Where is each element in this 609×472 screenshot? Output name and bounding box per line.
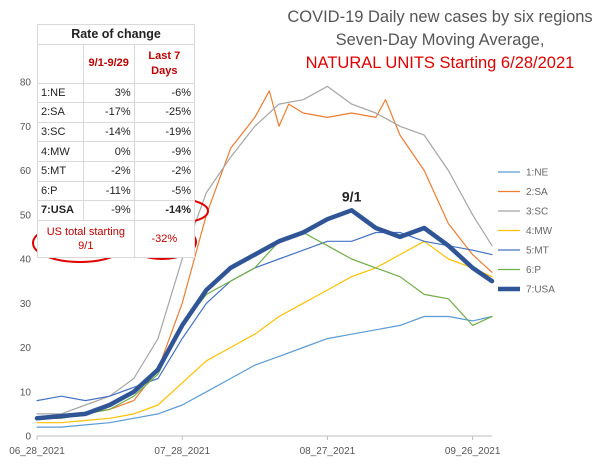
- title-line-2: Seven-Day Moving Average,: [336, 31, 545, 49]
- value-last7: -9%: [133, 141, 196, 162]
- series-line-5-mt: [36, 231, 493, 402]
- series-line-6-p: [36, 231, 493, 419]
- legend-label: 2:SA: [526, 187, 548, 198]
- series-line-1-ne: [36, 315, 493, 428]
- y-tick-label: 30: [20, 299, 32, 310]
- legend-label: 5:MT: [526, 246, 549, 257]
- table-row-us-total: US total starting 9/1 -32%: [37, 219, 196, 258]
- table-row: 5:MT -2% -2%: [37, 160, 196, 182]
- annotation-9-1: 9/1: [342, 188, 362, 204]
- us-total-value: -32%: [133, 219, 196, 258]
- region-label: 4:MW: [37, 141, 84, 162]
- table-row: 4:MW 0% -9%: [37, 141, 196, 162]
- table-row-usa: 7:USA -9% -14%: [37, 200, 196, 221]
- table-title: Rate of change: [37, 24, 195, 45]
- col2-header: Last 7 Days: [133, 43, 196, 84]
- legend-label: 1:NE: [526, 168, 549, 179]
- series-line-3-sc: [36, 85, 493, 415]
- region-label: 2:SA: [37, 102, 84, 123]
- us-total-label: US total starting 9/1: [37, 219, 135, 258]
- x-tick-label: 09_26_2021: [445, 446, 501, 457]
- y-tick-label: 60: [20, 166, 32, 177]
- x-tick-label: 08_27_2021: [300, 446, 356, 457]
- series-line-4-mw: [36, 240, 493, 424]
- value-9-1: -17%: [82, 102, 135, 123]
- rate-of-change-table: Rate of change 9/1-9/29 Last 7 Days 1:NE…: [37, 24, 196, 258]
- y-tick-label: 10: [20, 387, 32, 398]
- value-last7: -19%: [133, 121, 196, 143]
- table-title-row: Rate of change: [37, 24, 195, 45]
- value-9-1: 0%: [82, 141, 135, 162]
- table-row: 6:P -11% -5%: [37, 180, 196, 202]
- value-last7: -6%: [133, 82, 196, 104]
- value-last7: -25%: [133, 102, 196, 123]
- title-line-1: COVID-19 Daily new cases by six regions: [287, 8, 592, 26]
- table-header-row: 9/1-9/29 Last 7 Days: [37, 43, 196, 84]
- value-9-1: 3%: [82, 82, 135, 104]
- y-tick-label: 40: [20, 255, 32, 266]
- col1-header: 9/1-9/29: [82, 43, 135, 84]
- table-row: 2:SA -17% -25%: [37, 102, 196, 123]
- legend-label: 4:MW: [526, 226, 553, 237]
- chart-legend: 1:NE 2:SA 3:SC 4:MW 5:MT 6:P 7:USA: [498, 168, 555, 296]
- header-empty-cell: [37, 43, 84, 84]
- y-tick-label: 80: [20, 78, 32, 89]
- y-tick-label: 50: [20, 210, 32, 221]
- region-label: 3:SC: [37, 121, 84, 143]
- x-tick-label: 06_28_2021: [9, 446, 65, 457]
- value-9-1: -9%: [82, 200, 135, 221]
- region-label: 7:USA: [37, 200, 84, 221]
- chart-lines: [34, 85, 495, 428]
- title-line-red: NATURAL UNITS Starting 6/28/2021: [306, 54, 575, 72]
- table-row: 1:NE 3% -6%: [37, 82, 196, 104]
- y-tick-label: 20: [20, 343, 32, 354]
- value-9-1: -2%: [82, 160, 135, 182]
- chart-title: COVID-19 Daily new cases by six regions …: [287, 8, 592, 72]
- value-9-1: -14%: [82, 121, 135, 143]
- x-tick-label: 07_28_2021: [154, 446, 210, 457]
- table-row: 3:SC -14% -19%: [37, 121, 196, 143]
- chart-axes: 0 10 20 30 40 50 60 70 80 06_28_2021 07_28_2021 08_…: [9, 78, 501, 458]
- legend-label: 3:SC: [526, 207, 548, 218]
- legend-label: 6:P: [526, 265, 541, 276]
- region-label: 5:MT: [37, 160, 84, 182]
- y-tick-label: 0: [25, 432, 31, 443]
- value-9-1: -11%: [82, 180, 135, 202]
- legend-label: 7:USA: [526, 285, 555, 296]
- value-last7: -14%: [133, 200, 196, 221]
- y-tick-label: 70: [20, 122, 32, 133]
- region-label: 6:P: [37, 180, 84, 202]
- series-line-7-usa: [34, 208, 495, 421]
- series-line-2-sa: [36, 90, 493, 419]
- region-label: 1:NE: [37, 82, 84, 104]
- value-last7: -2%: [133, 160, 196, 182]
- value-last7: -5%: [133, 180, 196, 202]
